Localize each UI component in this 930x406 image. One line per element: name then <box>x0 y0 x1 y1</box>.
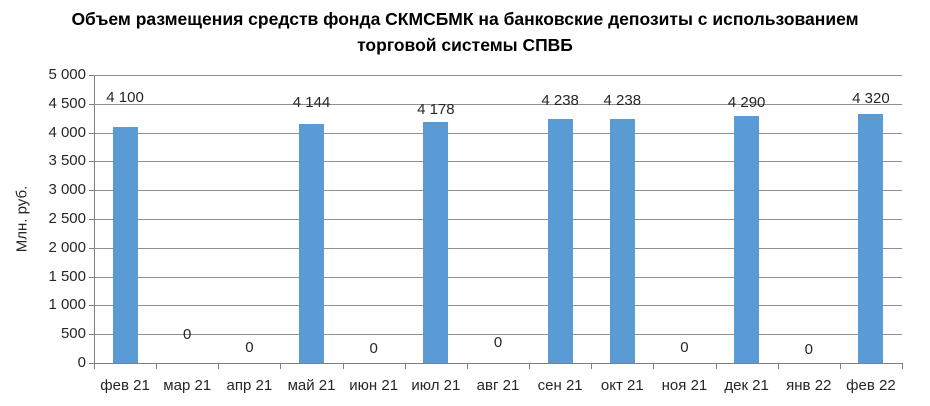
data-label: 0 <box>493 334 503 351</box>
x-tick-label: авг 21 <box>476 377 520 394</box>
x-tick-label: окт 21 <box>600 377 644 394</box>
x-tick-label: июл 21 <box>411 377 461 394</box>
y-axis-tick <box>89 247 94 249</box>
bar <box>609 118 635 363</box>
x-tick-label: май 21 <box>287 377 336 394</box>
x-tick-label: фев 21 <box>100 377 150 394</box>
data-label: 0 <box>680 339 689 356</box>
y-axis-tick <box>89 305 94 307</box>
y-axis-tick <box>89 75 94 76</box>
bar <box>112 126 138 363</box>
x-tick-label: дек 21 <box>724 377 769 394</box>
gridline <box>94 103 902 105</box>
chart-title: Объем размещения средств фонда СКМСБМК н… <box>71 9 859 55</box>
x-axis-tick <box>94 364 95 369</box>
bar <box>858 114 884 363</box>
y-tick-label: 2 500 <box>48 210 86 227</box>
gridline <box>94 305 902 307</box>
gridline <box>94 334 902 336</box>
y-tick-label: 3 000 <box>48 181 86 199</box>
y-tick-label: 500 <box>60 325 86 343</box>
data-label: 0 <box>369 340 378 357</box>
x-axis-tick <box>156 364 158 369</box>
gridline <box>94 219 902 220</box>
y-axis-tick <box>89 132 94 134</box>
y-axis-tick <box>89 219 94 220</box>
gridline <box>94 247 902 249</box>
bar <box>734 115 760 363</box>
x-axis-tick <box>466 364 468 369</box>
gridline <box>94 276 902 278</box>
y-axis-tick <box>89 334 94 336</box>
y-tick-label: 2 000 <box>48 238 86 256</box>
x-axis-tick <box>342 364 344 369</box>
y-tick-label: 3 500 <box>48 152 86 170</box>
gridline <box>94 190 902 192</box>
x-tick-label: июн 21 <box>349 377 399 394</box>
y-axis-tick <box>89 190 94 192</box>
data-label: 4 238 <box>603 91 642 109</box>
bar <box>423 122 449 363</box>
x-tick-label: фев 22 <box>846 377 896 394</box>
data-label: 4 144 <box>292 94 331 112</box>
y-tick-label: 0 <box>77 354 86 371</box>
data-label: 0 <box>245 339 254 356</box>
x-tick-label: янв 22 <box>786 377 832 394</box>
y-tick-label: 1 000 <box>48 296 86 314</box>
bar <box>547 118 573 363</box>
y-tick-label: 4 500 <box>48 94 86 112</box>
x-axis-tick <box>653 364 655 369</box>
gridline <box>94 161 902 163</box>
x-tick-label: ноя 21 <box>661 377 708 394</box>
y-axis-tick <box>89 276 94 278</box>
x-tick-label: апр 21 <box>226 377 273 394</box>
gridline <box>94 75 902 76</box>
y-tick-label: 5 000 <box>48 66 86 83</box>
y-axis-tick <box>89 161 94 163</box>
x-axis-tick <box>280 364 282 369</box>
x-axis-tick <box>839 364 841 369</box>
x-tick-label: сен 21 <box>537 377 583 394</box>
data-label: 0 <box>183 326 192 343</box>
y-tick-label: 1 500 <box>48 267 86 285</box>
x-axis-tick <box>715 364 717 369</box>
data-label: 0 <box>804 341 813 358</box>
y-axis-tick <box>89 363 94 364</box>
x-tick-label: мар 21 <box>163 377 212 394</box>
x-axis-tick <box>902 364 903 369</box>
x-axis-tick <box>777 364 779 369</box>
data-label: 4 178 <box>417 101 455 119</box>
y-tick-label: 4 000 <box>48 123 86 141</box>
bar <box>299 124 325 363</box>
data-label: 4 238 <box>541 91 579 109</box>
x-axis-tick <box>529 364 531 369</box>
x-axis-tick <box>591 364 593 369</box>
x-axis-tick <box>218 364 220 369</box>
x-axis-tick <box>404 364 406 369</box>
data-label: 4 290 <box>727 93 766 111</box>
gridline <box>94 132 902 134</box>
data-label: 4 100 <box>106 88 144 106</box>
y-axis-tick <box>89 103 94 105</box>
data-label: 4 320 <box>852 90 890 108</box>
